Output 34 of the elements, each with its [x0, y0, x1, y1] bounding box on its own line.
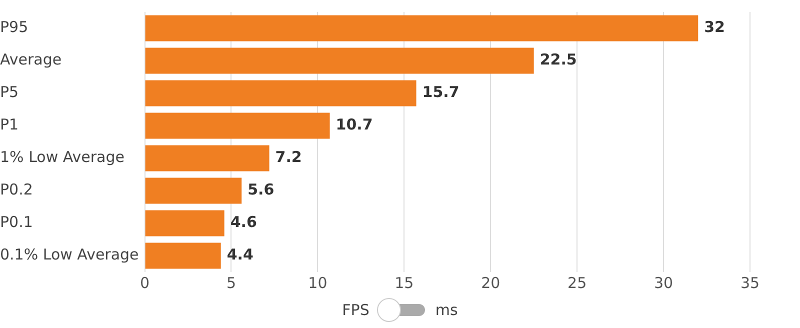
- y-tick-label: Average: [0, 50, 62, 69]
- x-tick-label: 5: [226, 274, 236, 292]
- data-label: 10.7: [336, 116, 373, 134]
- x-tick-label: 20: [481, 274, 500, 292]
- bar: [145, 210, 224, 236]
- x-tick-label: 15: [394, 274, 414, 292]
- data-label: 5.6: [248, 180, 274, 199]
- bar: [145, 15, 698, 42]
- bar: [145, 178, 242, 204]
- bar: [145, 80, 416, 106]
- text: ms: [435, 301, 458, 319]
- y-tick-label: P0.2: [0, 180, 33, 199]
- x-tick-label: 10: [308, 274, 328, 292]
- y-tick-label: 0.1% Low Average: [0, 246, 139, 264]
- x-tick-label: 0: [140, 274, 150, 292]
- bar: [145, 48, 534, 74]
- bar: [145, 242, 221, 269]
- data-label: 15.7: [422, 83, 460, 102]
- y-tick-label: P95: [0, 18, 28, 36]
- bar: [145, 145, 270, 172]
- data-label: 7.2: [275, 148, 302, 166]
- x-tick-label: 35: [740, 274, 760, 292]
- y-tick-label: P0.1: [0, 213, 33, 232]
- text: FPS: [342, 301, 370, 319]
- data-label: 4.4: [226, 246, 254, 264]
- data-label: 4.6: [230, 213, 257, 232]
- y-tick-label: 1% Low Average: [0, 148, 124, 166]
- y-tick-label: P1: [0, 116, 19, 134]
- x-tick-label: 30: [654, 274, 674, 292]
- x-tick-label: 25: [568, 274, 587, 292]
- data-label: 32: [704, 18, 725, 36]
- y-tick-label: P5: [0, 83, 19, 102]
- bar: [145, 112, 330, 139]
- data-label: 22.5: [540, 50, 577, 69]
